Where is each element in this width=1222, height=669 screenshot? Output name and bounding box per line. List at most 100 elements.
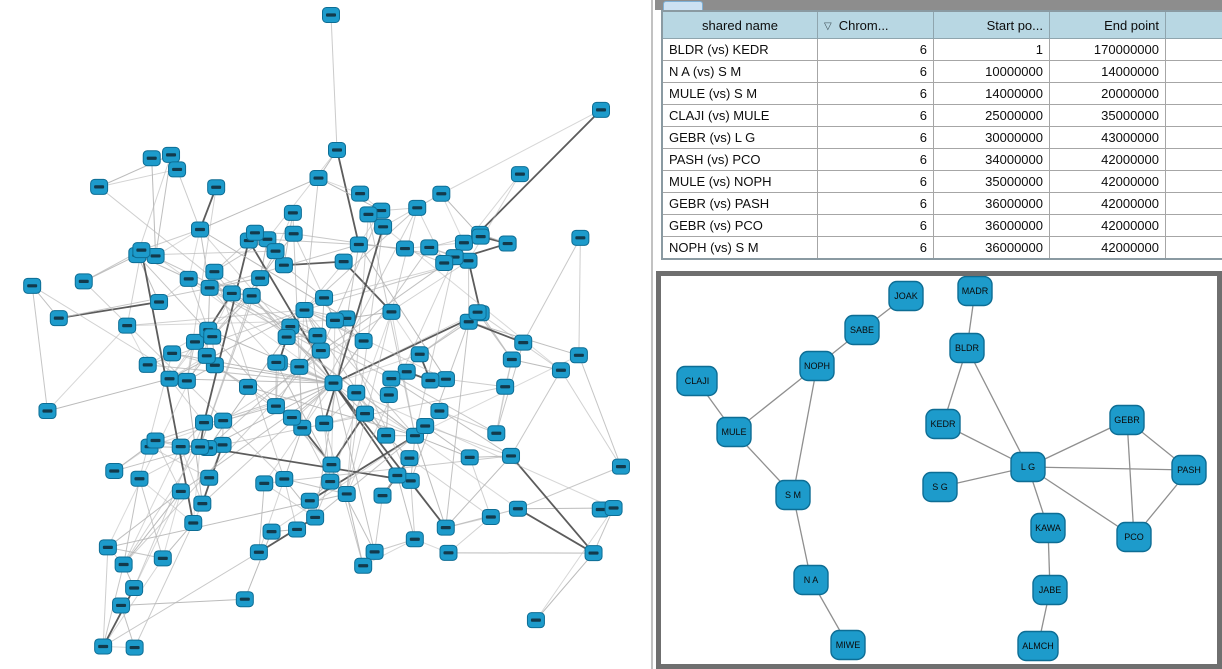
- network-node-n-a[interactable]: N A: [793, 564, 829, 596]
- network-node[interactable]: [551, 362, 570, 379]
- network-node[interactable]: [249, 544, 268, 561]
- network-edge[interactable]: [199, 446, 411, 482]
- network-node[interactable]: [468, 304, 487, 321]
- network-node[interactable]: [282, 409, 301, 426]
- network-edge[interactable]: [356, 392, 614, 509]
- network-edge[interactable]: [298, 310, 305, 367]
- table-cell[interactable]: 6: [817, 170, 934, 193]
- network-node[interactable]: [184, 514, 203, 531]
- network-edge[interactable]: [332, 382, 447, 529]
- network-edge[interactable]: [266, 149, 338, 240]
- network-node[interactable]: [74, 273, 93, 290]
- network-node[interactable]: [359, 206, 378, 223]
- network-node[interactable]: [255, 475, 274, 492]
- network-edge[interactable]: [201, 382, 334, 505]
- network-node[interactable]: [454, 234, 473, 251]
- network-node[interactable]: [436, 371, 455, 388]
- table-cell[interactable]: 36000000: [933, 214, 1050, 237]
- network-node[interactable]: [266, 243, 285, 260]
- network-node[interactable]: [251, 270, 270, 287]
- node-shape[interactable]: [844, 314, 880, 346]
- network-node[interactable]: [405, 531, 424, 548]
- network-node[interactable]: [284, 225, 303, 242]
- network-edge[interactable]: [1027, 466, 1135, 538]
- network-edge[interactable]: [391, 378, 512, 457]
- network-edge[interactable]: [792, 365, 818, 496]
- table-cell[interactable]: 9.9: [1165, 236, 1222, 260]
- node-shape[interactable]: [1109, 404, 1145, 436]
- network-node[interactable]: [262, 523, 281, 540]
- table-cell[interactable]: 6: [817, 148, 934, 171]
- table-cell[interactable]: 7.5: [1165, 82, 1222, 105]
- table-cell[interactable]: 42000000: [1049, 170, 1166, 193]
- table-cell[interactable]: 8.9: [1165, 192, 1222, 215]
- network-node[interactable]: [283, 204, 302, 221]
- network-node[interactable]: [325, 312, 344, 329]
- network-edge[interactable]: [283, 427, 303, 480]
- table-cell[interactable]: 30000000: [933, 126, 1050, 149]
- table-cell[interactable]: 14000000: [1049, 60, 1166, 83]
- table-cell[interactable]: BLDR (vs) KEDR: [661, 38, 818, 61]
- network-node[interactable]: [125, 580, 144, 597]
- network-edge[interactable]: [102, 587, 135, 647]
- network-edge[interactable]: [258, 478, 285, 553]
- network-edge[interactable]: [309, 434, 416, 502]
- network-node[interactable]: [171, 483, 190, 500]
- network-node[interactable]: [321, 473, 340, 490]
- network-node[interactable]: [245, 224, 264, 241]
- network-node[interactable]: [105, 462, 124, 479]
- network-node[interactable]: [322, 456, 341, 473]
- network-edge[interactable]: [138, 478, 164, 559]
- network-node[interactable]: [337, 485, 356, 502]
- network-edge[interactable]: [123, 350, 322, 565]
- network-edge[interactable]: [425, 425, 512, 457]
- network-edge[interactable]: [176, 169, 201, 230]
- column-header-0[interactable]: shared name: [661, 10, 818, 39]
- table-row[interactable]: MULE (vs) S M614000000200000007.5: [661, 82, 1222, 105]
- network-node[interactable]: [430, 403, 449, 420]
- column-header-2[interactable]: Start po...: [933, 10, 1050, 39]
- network-node[interactable]: [408, 199, 427, 216]
- panel-divider[interactable]: [651, 0, 653, 669]
- network-edge[interactable]: [247, 386, 416, 437]
- network-node[interactable]: [395, 240, 414, 257]
- network-node[interactable]: [200, 279, 219, 296]
- network-edge[interactable]: [199, 229, 334, 384]
- table-row[interactable]: GEBR (vs) PCO636000000420000008.4: [661, 214, 1222, 237]
- network-edge[interactable]: [414, 256, 456, 436]
- network-node[interactable]: [277, 329, 296, 346]
- network-edge[interactable]: [102, 551, 260, 647]
- table-cell[interactable]: N A (vs) S M: [661, 60, 818, 83]
- network-node-s-g[interactable]: S G: [922, 471, 958, 503]
- network-node-pash[interactable]: PASH: [1171, 454, 1207, 486]
- table-cell[interactable]: 42000000: [1049, 236, 1166, 260]
- network-edge[interactable]: [248, 240, 335, 384]
- network-node[interactable]: [481, 508, 500, 525]
- network-edge[interactable]: [560, 369, 622, 467]
- network-edge[interactable]: [283, 260, 344, 267]
- network-node-l-g[interactable]: L G: [1010, 451, 1046, 483]
- table-row[interactable]: N A (vs) S M610000000140000006.6: [661, 60, 1222, 83]
- network-edge[interactable]: [231, 293, 416, 437]
- network-node[interactable]: [179, 270, 198, 287]
- network-node[interactable]: [290, 358, 309, 375]
- network-node[interactable]: [502, 351, 521, 368]
- network-node-claji[interactable]: CLAJI: [676, 365, 718, 397]
- network-edge[interactable]: [440, 193, 465, 243]
- network-node[interactable]: [112, 597, 131, 614]
- network-edge[interactable]: [414, 435, 470, 458]
- network-node[interactable]: [322, 7, 340, 23]
- network-node[interactable]: [334, 253, 353, 270]
- network-edge[interactable]: [102, 558, 164, 647]
- network-node[interactable]: [150, 293, 169, 310]
- table-cell[interactable]: PASH (vs) PCO: [661, 148, 818, 171]
- network-edge[interactable]: [414, 435, 519, 510]
- network-node-madr[interactable]: MADR: [957, 276, 993, 307]
- network-node[interactable]: [421, 372, 440, 389]
- network-node[interactable]: [300, 492, 319, 509]
- node-shape[interactable]: [1171, 454, 1207, 486]
- network-edge[interactable]: [535, 552, 594, 621]
- network-node[interactable]: [498, 235, 517, 252]
- network-node[interactable]: [435, 254, 454, 271]
- network-node-miwe[interactable]: MIWE: [830, 629, 866, 661]
